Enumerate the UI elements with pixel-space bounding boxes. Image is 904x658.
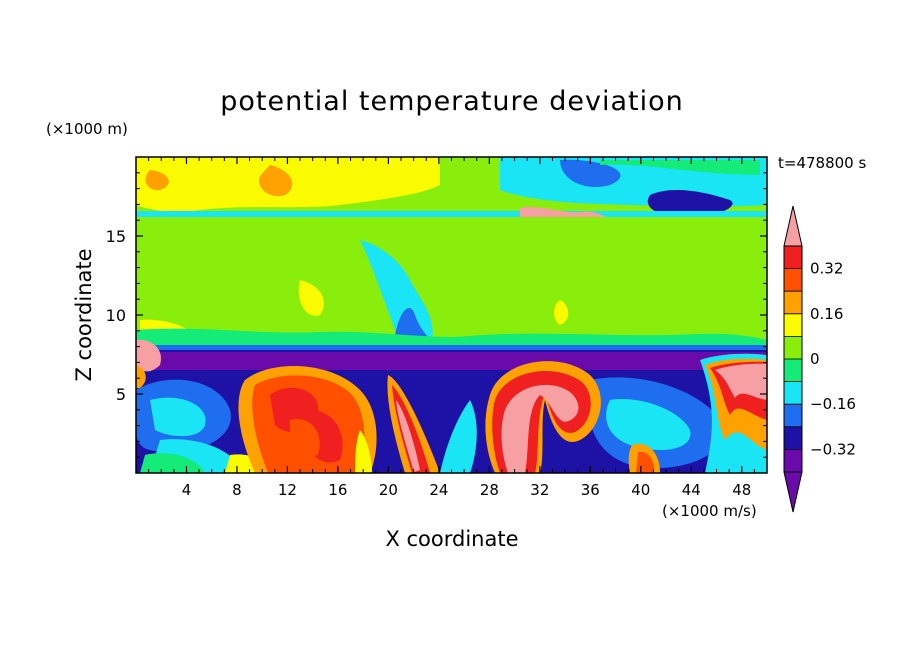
colorbar-tick-label: 0.32 [810, 260, 843, 278]
y-tick-label: 15 [106, 227, 126, 246]
x-axis: 4 8 12 16 20 24 28 32 36 40 44 48 [148, 157, 755, 499]
colorbar-extend-top [783, 205, 803, 247]
x-tick-label: 12 [278, 481, 297, 499]
colorbar-band [784, 449, 802, 473]
contour-band-lower-green [136, 328, 767, 350]
contour-band-top-darkblue [647, 189, 733, 218]
colorbar-band [784, 336, 802, 360]
colorbar-tick-label: 0.16 [810, 305, 843, 323]
x-tick-label: 20 [379, 481, 398, 499]
x-axis-label-text: X coordinate [385, 527, 519, 551]
contour-warm-band [355, 430, 372, 473]
colorbar-band [784, 404, 802, 428]
colorbar-tick-label: −0.16 [810, 395, 856, 413]
contour-swirl-green [140, 453, 205, 473]
x-tick-label: 40 [631, 481, 650, 499]
contour-left-pink [136, 339, 161, 372]
y-axis-unit: (×1000 m) [46, 120, 128, 138]
y-tick-label: 10 [106, 306, 126, 325]
contour-band-top-orange [259, 165, 293, 197]
contour-band-inversion [136, 345, 767, 350]
x-tick-label: 8 [232, 481, 242, 499]
contour-warm-blob-core [501, 384, 579, 473]
contour-swirl-cyan [440, 400, 477, 473]
contour-band-top-green [600, 160, 760, 175]
colorbar: 0.32 0.16 0 −0.16 −0.32 [783, 205, 856, 513]
x-tick-label: 28 [480, 481, 499, 499]
y-axis: 5 10 15 [106, 172, 767, 458]
y-tick-label: 5 [116, 385, 126, 404]
x-tick-label: 36 [581, 481, 600, 499]
contour-warm-band [392, 385, 430, 473]
contour-band-strip-pink [520, 207, 610, 220]
contour-warm-band-core [396, 400, 420, 472]
contour-right-plume-core [715, 363, 767, 400]
contour-band-top-blue [560, 159, 621, 188]
x-tick-label: 24 [429, 481, 448, 499]
time-label: t=478800 s [778, 154, 867, 172]
contour-swirl-cyan [150, 397, 206, 437]
contour-swirl-cyan [606, 399, 691, 450]
contour-band-lower-purple [136, 352, 767, 370]
x-axis-unit: (×1000 m/s) [662, 502, 757, 520]
colorbar-extend-bottom [783, 471, 803, 513]
colorbar-band [784, 291, 802, 315]
contour-band-mid-yellow [554, 300, 569, 325]
colorbar-tick-label: −0.32 [810, 440, 856, 458]
contour-field [136, 157, 767, 473]
colorbar-band [784, 313, 802, 337]
x-tick-label: 48 [732, 481, 751, 499]
contour-band-mid [136, 217, 767, 240]
contour-band-mid-yellow [298, 280, 324, 316]
colorbar-band [784, 381, 802, 405]
chart-title: potential temperature deviation [220, 86, 684, 117]
contour-band-strip [136, 211, 767, 217]
colorbar-band [784, 246, 802, 270]
y-axis-label: Z coordinate [72, 248, 96, 382]
x-axis-label: X coordinate [0, 527, 904, 551]
colorbar-tick-label: 0 [810, 350, 820, 368]
contour-left-orange [136, 365, 146, 388]
x-tick-label: 44 [682, 481, 701, 499]
x-tick-label: 4 [182, 481, 192, 499]
x-tick-label: 32 [530, 481, 549, 499]
colorbar-band [784, 359, 802, 383]
contour-warm-blob [289, 419, 320, 456]
colorbar-band [784, 426, 802, 450]
x-tick-label: 16 [328, 481, 347, 499]
colorbar-band [784, 268, 802, 292]
contour-band-top-orange [145, 170, 169, 191]
